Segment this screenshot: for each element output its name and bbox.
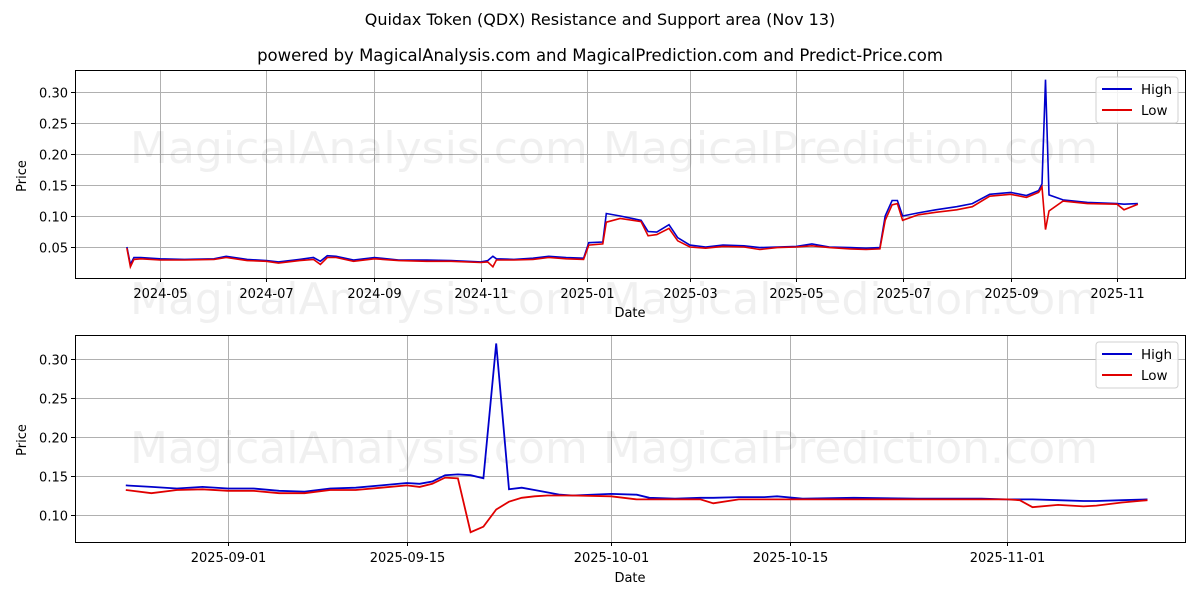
top-grid [75, 70, 1185, 278]
y-tick-label: 0.30 [39, 354, 68, 369]
y-tick-label: 0.20 [39, 432, 68, 447]
watermark-mid-2: MagicalPrediction.com [603, 274, 1098, 325]
y-tick-label: 0.20 [39, 149, 68, 164]
x-tick-label: 2025-05 [769, 287, 823, 302]
legend-low-label: Low [1141, 368, 1168, 384]
watermark-bottom-1: MagicalAnalysis.com [130, 423, 588, 474]
top-high-line [126, 79, 1138, 267]
watermark-top-1: MagicalAnalysis.com [130, 123, 588, 174]
x-tick-label: 2024-07 [239, 287, 293, 302]
top-legend: High Low [1095, 76, 1179, 124]
y-tick-label: 0.15 [39, 471, 68, 486]
y-tick-label: 0.25 [39, 393, 68, 408]
top-low-line [126, 184, 1139, 270]
y-tick-label: 0.15 [39, 180, 68, 195]
watermark-top-2: MagicalPrediction.com [603, 123, 1098, 174]
bottom-grid [75, 335, 1185, 542]
x-tick-label: 2025-09 [984, 287, 1038, 302]
bottom-x-axis-label: Date [614, 571, 645, 586]
x-tick-label: 2024-11 [454, 287, 508, 302]
x-tick-label: 2025-11 [1090, 287, 1144, 302]
bottom-y-axis-label: Price [15, 424, 30, 456]
bottom-axis-ticks: 0.10 0.15 0.20 0.25 0.30 2025-09-01 2025-09-15… [39, 354, 1045, 567]
legend-low-label: Low [1141, 103, 1168, 119]
chart-title: Quidax Token (QDX) Resistance and Suppor… [364, 10, 836, 29]
top-y-axis-label: Price [15, 160, 30, 192]
x-tick-label: 2025-10-15 [753, 551, 829, 566]
x-tick-label: 2025-09-01 [191, 551, 267, 566]
bottom-plot-frame [75, 335, 1186, 543]
top-chart: MagicalAnalysis.com MagicalPrediction.co… [15, 70, 1186, 325]
y-tick-label: 0.05 [39, 242, 68, 257]
top-plot-frame [75, 70, 1186, 279]
x-tick-label: 2025-09-15 [370, 551, 446, 566]
bottom-chart: MagicalAnalysis.com MagicalPrediction.co… [15, 335, 1186, 586]
chart-subtitle: powered by MagicalAnalysis.com and Magic… [257, 46, 943, 65]
x-tick-label: 2024-05 [133, 287, 187, 302]
watermark-bottom-2: MagicalPrediction.com [603, 423, 1098, 474]
bottom-legend: High Low [1095, 341, 1179, 389]
y-tick-label: 0.25 [39, 118, 68, 133]
x-tick-label: 2025-03 [663, 287, 717, 302]
x-tick-label: 2025-01 [560, 287, 614, 302]
top-x-axis-label: Date [614, 306, 645, 321]
x-tick-label: 2025-11-01 [970, 551, 1046, 566]
legend-high-label: High [1141, 347, 1172, 363]
bottom-low-line [125, 476, 1148, 534]
legend-high-label: High [1141, 82, 1172, 98]
x-tick-label: 2025-10-01 [574, 551, 650, 566]
x-tick-label: 2024-09 [347, 287, 401, 302]
top-axis-ticks: 0.05 0.10 0.15 0.20 0.25 0.30 2024-05 2024-07 20… [39, 87, 1145, 303]
y-tick-label: 0.10 [39, 510, 68, 525]
x-tick-label: 2025-07 [876, 287, 930, 302]
y-tick-label: 0.10 [39, 211, 68, 226]
watermark-mid-1: MagicalAnalysis.com [130, 274, 588, 325]
y-tick-label: 0.30 [39, 87, 68, 102]
